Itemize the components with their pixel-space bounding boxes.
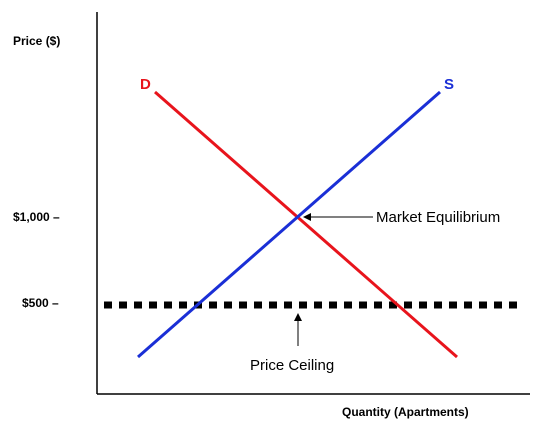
ceiling-label: Price Ceiling (250, 357, 334, 374)
y-tick-label: $500 – (22, 296, 59, 310)
y-tick-label: $1,000 – (13, 210, 60, 224)
equilibrium-label: Market Equilibrium (376, 209, 500, 226)
demand-curve (154, 90, 458, 359)
supply-label: S (444, 76, 454, 93)
demand-label: D (140, 76, 151, 93)
x-axis-label: Quantity (Apartments) (342, 405, 469, 419)
y-axis-label: Price ($) (13, 34, 60, 48)
supply-curve (137, 90, 441, 359)
